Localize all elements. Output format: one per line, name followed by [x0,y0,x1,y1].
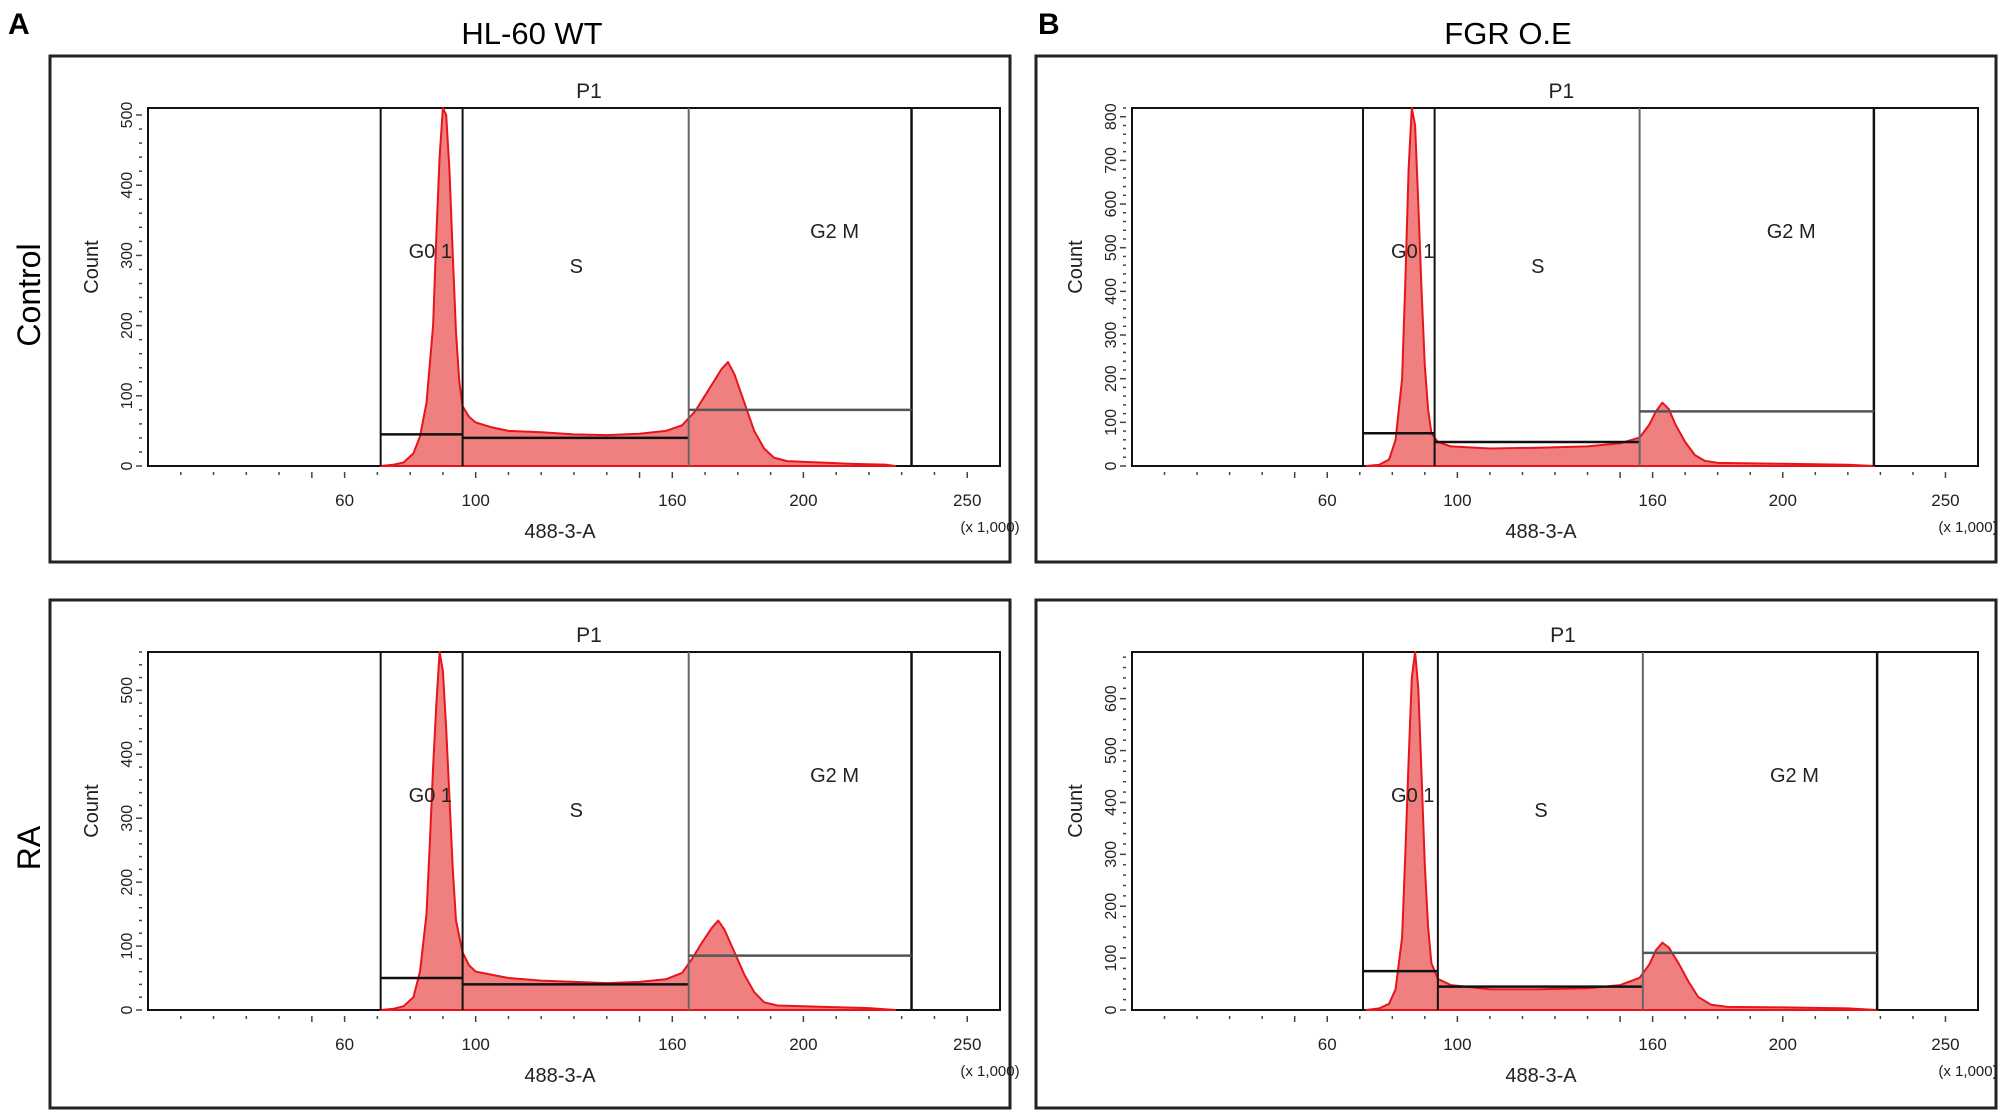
plot-area [1131,651,1979,1011]
y-tick-label: 800 [1103,103,1120,130]
y-tick-label: 0 [119,1005,136,1014]
y-tick-label: 200 [1103,365,1120,392]
x-tick-label: 60 [1318,1035,1337,1054]
p1-gate-label: P1 [1550,624,1576,647]
row-label-ra: RA [11,825,47,870]
x-multiplier-label: (x 1,000) [1938,519,1997,536]
gate-label-s: S [570,800,583,822]
y-tick-label: 0 [1103,1005,1120,1014]
panel-letter-a: A [8,8,30,41]
plot-area [147,107,1001,467]
histogram-area [1365,107,1875,467]
y-axis-label: Count [1065,784,1087,838]
y-tick-label: 300 [1103,322,1120,349]
gate-label-g0-1: G0 1 [409,241,452,263]
histogram-area [379,107,897,467]
x-tick-label: 250 [1931,491,1959,510]
y-tick-label: 200 [1103,893,1120,920]
x-tick-label: 160 [658,491,686,510]
gate-label-g0-1: G0 1 [1391,785,1434,807]
x-axis-label: 488-3-A [524,1065,596,1087]
gate-label-s: S [1531,256,1544,278]
x-tick-label: 100 [462,1035,490,1054]
y-tick-label: 100 [119,933,136,960]
x-tick-label: 250 [953,1035,981,1054]
x-tick-label: 100 [1443,1035,1471,1054]
y-tick-label: 600 [1103,685,1120,712]
x-tick-label: 200 [1769,491,1797,510]
y-tick-label: 500 [119,102,136,129]
panel-frame [48,598,1012,1110]
p1-gate-label: P1 [576,80,602,103]
x-tick-label: 160 [1638,1035,1666,1054]
x-tick-label: 100 [1443,491,1471,510]
plot-area [147,651,1001,1011]
y-tick-label: 100 [1103,945,1120,972]
panel-letter-b: B [1038,8,1060,41]
y-tick-label: 400 [1103,278,1120,305]
y-tick-label: 300 [119,242,136,269]
y-tick-label: 700 [1103,147,1120,174]
plot-area [1131,107,1979,467]
y-tick-label: 200 [119,312,136,339]
y-tick-label: 400 [119,172,136,199]
gate-label-g0-1: G0 1 [1391,241,1434,263]
panel-frame [1034,54,1998,564]
x-tick-label: 60 [1318,491,1337,510]
y-axis-label: Count [81,784,103,838]
x-tick-label: 200 [1769,1035,1797,1054]
x-multiplier-label: (x 1,000) [1938,1063,1997,1080]
gate-label-g2-m: G2 M [1767,221,1816,243]
p1-gate-label: P1 [1548,80,1574,103]
y-tick-label: 200 [119,869,136,896]
y-tick-label: 100 [119,382,136,409]
gate-label-g2-m: G2 M [810,221,859,243]
row-label-control: Control [11,243,47,346]
x-tick-label: 250 [953,491,981,510]
column-title-fgr-oe: FGR O.E [1444,16,1571,51]
histogram-area [379,651,897,1011]
y-tick-label: 0 [1103,461,1120,470]
x-axis-label: 488-3-A [1505,1065,1577,1087]
x-tick-label: 250 [1931,1035,1959,1054]
y-tick-label: 300 [1103,841,1120,868]
x-axis-label: 488-3-A [524,521,596,543]
x-multiplier-label: (x 1,000) [960,519,1019,536]
y-tick-label: 500 [119,677,136,704]
gate-label-g2-m: G2 M [1770,765,1819,787]
y-tick-label: 500 [1103,234,1120,261]
histogram-panel-2: P1 G0 1 S G2 M 60 100 160 200 250 488-3-A (x 1,000… [1034,54,1998,564]
histogram-panel-1: P1 G0 1 S G2 M 60 100 160 200 250 488-3-A (x 1,000… [48,54,1020,564]
x-tick-label: 60 [335,491,354,510]
gate-label-s: S [570,256,583,278]
y-tick-label: 300 [119,805,136,832]
x-tick-label: 100 [462,491,490,510]
x-multiplier-label: (x 1,000) [960,1063,1019,1080]
gate-label-s: S [1534,800,1547,822]
y-tick-label: 100 [1103,409,1120,436]
x-tick-label: 200 [789,1035,817,1054]
y-tick-label: 400 [1103,789,1120,816]
histogram-panel-4: P1 G0 1 S G2 M 60 100 160 200 250 488-3-A (x 1,000… [1034,598,1998,1110]
y-tick-label: 400 [119,741,136,768]
histogram-panel-3: P1 G0 1 S G2 M 60 100 160 200 250 488-3-A (x 1,000… [48,598,1020,1110]
y-tick-label: 500 [1103,737,1120,764]
gate-label-g2-m: G2 M [810,765,859,787]
column-title-hl60-wt: HL-60 WT [461,16,602,51]
y-tick-label: 0 [119,461,136,470]
panel-frame [1034,598,1998,1110]
x-tick-label: 200 [789,491,817,510]
y-axis-label: Count [81,240,103,294]
y-tick-label: 600 [1103,191,1120,218]
gate-label-g0-1: G0 1 [409,785,452,807]
panel-frame [48,54,1012,564]
p1-gate-label: P1 [576,624,602,647]
x-tick-label: 60 [335,1035,354,1054]
histogram-area [1365,651,1879,1011]
x-tick-label: 160 [1638,491,1666,510]
x-tick-label: 160 [658,1035,686,1054]
y-axis-label: Count [1065,240,1087,294]
x-axis-label: 488-3-A [1505,521,1577,543]
